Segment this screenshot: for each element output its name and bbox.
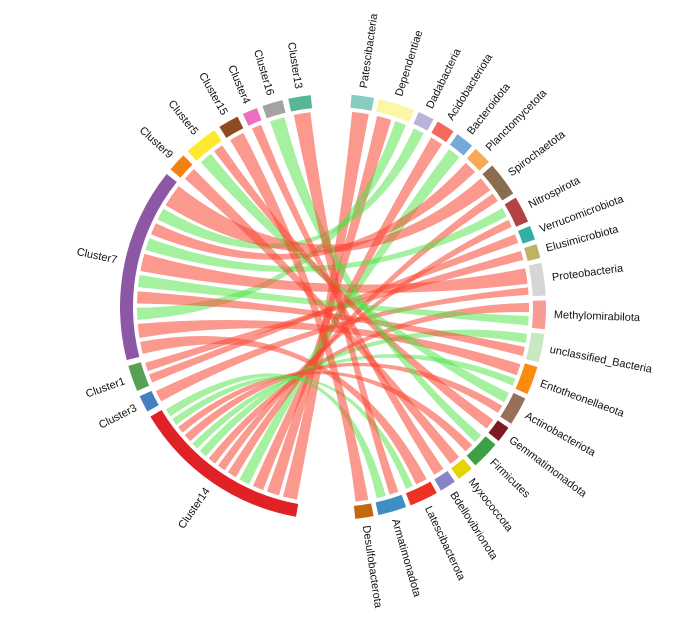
arc-segment-Cluster16 [262,100,286,119]
arc-segment-Spirochaetota [482,165,514,201]
arc-segment-Cluster15 [219,116,244,138]
ribbon-Cluster14-Latescibacterota [172,375,413,489]
arc-segment-Armatimonadota [375,494,407,516]
segment-label-Cluster13: Cluster13 [285,41,304,89]
segment-label-Armatimonadota: Armatimonadota [389,518,423,600]
arc-segment-Planctomycetota [466,148,489,171]
arc-segment-Firmicutes [466,436,496,466]
ribbon-Cluster5-Actinobacteriota [200,153,510,403]
segment-label-Cluster3: Cluster3 [97,402,139,431]
arc-segment-unclassified_Bacteria [526,332,545,363]
ribbon-Cluster5-Gemmatimonadota [214,145,494,429]
segment-label-Cluster16: Cluster16 [251,48,276,97]
ribbon-Cluster14-Acidobacteriota [252,137,443,491]
segment-label-Spirochaetota: Spirochaetota [506,128,568,179]
segment-label-Cluster7: Cluster7 [76,246,119,266]
segment-label-unclassified_Bacteria: unclassified_Bacteria [549,344,654,376]
segment-label-Patescibacteria: Patescibacteria [358,12,381,89]
segment-label-Cluster15: Cluster15 [196,71,230,118]
arc-segment-Actinobacteriota [500,392,526,424]
arc-segment-Bdellovibrionota [434,471,455,491]
segment-label-Cluster14: Cluster14 [176,486,213,532]
arc-segment-Cluster9 [170,155,193,178]
segment-label-Dependentiae: Dependentiae [393,29,425,98]
arc-segment-Proteobacteria [528,262,546,297]
segment-label-Firmicutes: Firmicutes [487,457,532,501]
arc-segment-Desulfobacterota [353,503,374,519]
ribbon-Cluster7-Proteobacteria [140,253,528,293]
ribbon-Cluster13-Armatimonadota [293,112,399,495]
ribbon-Cluster16-Firmicutes [270,117,482,443]
segment-label-Cluster1: Cluster1 [84,375,127,400]
ribbon-Cluster15-Desulfobacterota [230,132,369,502]
arc-segment-Latescibacterota [405,481,437,506]
segment-label-Methylomirabilota: Methylomirabilota [554,309,641,324]
arc-segment-Cluster5 [187,130,222,161]
ribbon-Cluster9-Myxococcota [184,168,460,464]
segment-label-Cluster4: Cluster4 [225,63,252,105]
segment-label-Cluster5: Cluster5 [166,98,201,138]
arc-segment-Cluster13 [288,95,313,112]
segment-label-Cluster9: Cluster9 [137,124,175,161]
segment-label-Nitrospirota: Nitrospirota [527,174,583,211]
arc-segment-Nitrospirota [504,197,529,227]
arc-segment-Methylomirabilota [531,300,546,330]
ribbon-Cluster7-unclassified_Bacteria [137,291,525,357]
segment-label-Proteobacteria: Proteobacteria [551,262,624,283]
arc-segment-Cluster14 [150,409,299,517]
ribbon-Cluster1-Elusimicrobiota [145,251,524,372]
arc-segment-Cluster1 [128,362,150,391]
arc-segment-Entotheonellaeota [515,363,538,395]
arc-segment-Cluster7 [119,173,177,361]
arc-segment-Bacteroidota [449,134,473,156]
arc-segment-Cluster3 [139,390,159,412]
ribbon-layer [137,111,529,502]
arc-segment-Dependentiae [375,98,415,123]
arc-segment-Gemmatimonadota [488,420,509,441]
segment-label-Entotheonellaeota: Entotheonellaeota [538,378,626,420]
arc-segment-Myxococcota [451,458,472,479]
arc-segment-Dadabacteria [413,111,434,131]
ribbon-Cluster7-Methylomirabilota [138,275,529,326]
segment-label-Desulfobacterota: Desulfobacterota [360,525,384,610]
arc-layer [119,94,546,519]
arc-segment-Elusimicrobiota [524,244,541,262]
ribbon-Cluster4-Bdellovibrionota [251,124,444,475]
ribbon-Cluster7-Entotheonellaeota [137,320,521,376]
arc-segment-Acidobacteriota [431,121,454,143]
arc-segment-Verrucomicrobiota [517,225,536,244]
arc-segment-Cluster4 [242,108,262,126]
arc-segment-Patescibacteria [350,94,375,111]
ribbon-Cluster14-Bacteroidota [239,149,460,485]
